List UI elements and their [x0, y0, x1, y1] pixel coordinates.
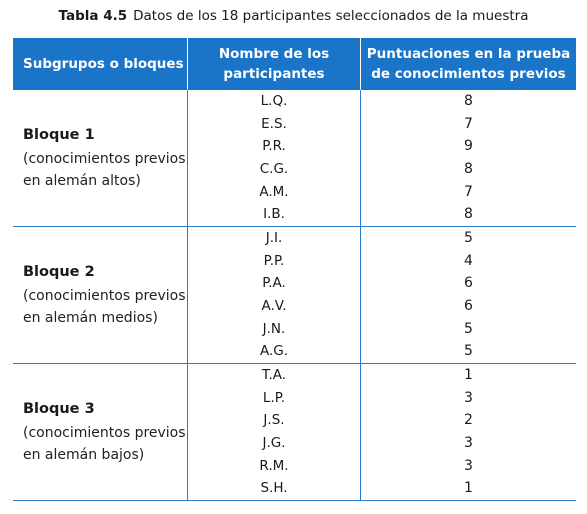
participant-score: 6 — [464, 275, 473, 292]
participant-score: 8 — [464, 160, 473, 177]
block-description: (conocimientos previos en alemán medios) — [23, 287, 186, 326]
block-description: (conocimientos previos en alemán altos) — [23, 150, 186, 189]
participant-name: A.V. — [261, 297, 287, 314]
data-table: Subgrupos o bloques Nombre de los partic… — [13, 38, 576, 501]
participant-score: 3 — [464, 389, 473, 406]
participant-name: E.S. — [261, 115, 287, 132]
participant-name: J.S. — [263, 412, 285, 429]
table-header: Subgrupos o bloques Nombre de los partic… — [13, 38, 576, 90]
participant-score: 4 — [464, 252, 473, 269]
participant-names: T.A. L.P. J.S. J.G. R.M. S.H. — [187, 363, 360, 500]
participant-name: T.A. — [261, 366, 287, 383]
header-scores: Puntuaciones en la prueba de conocimient… — [360, 38, 576, 90]
header-subgroups: Subgrupos o bloques — [23, 56, 184, 72]
participant-score: 9 — [464, 138, 473, 155]
block-description: (conocimientos previos en alemán bajos) — [23, 424, 186, 463]
participant-score: 7 — [464, 115, 473, 132]
participant-name: S.H. — [260, 480, 288, 497]
participant-scores: 5 4 6 6 5 5 — [360, 226, 576, 363]
block-label: Bloque 2 (conocimientos previos en alemán… — [13, 227, 187, 363]
participant-name: L.Q. — [260, 93, 288, 109]
participant-name: J.I. — [265, 229, 283, 246]
participant-score: 7 — [464, 183, 473, 200]
participant-scores: 1 3 2 3 3 1 — [360, 363, 576, 500]
participant-score: 1 — [464, 366, 473, 383]
participant-score: 8 — [464, 206, 473, 223]
participant-name: R.M. — [259, 457, 289, 474]
participant-score: 6 — [464, 297, 473, 314]
block-label: Bloque 1 (conocimientos previos en alemán… — [13, 90, 187, 226]
participant-name: J.N. — [262, 320, 286, 337]
participant-name: L.P. — [262, 389, 286, 406]
participant-name: P.A. — [262, 275, 286, 292]
block-group: Bloque 1 (conocimientos previos en alemán… — [13, 90, 576, 227]
table-title: Datos de los 18 participantes selecciona… — [133, 8, 529, 24]
block-title: Bloque 3 — [23, 400, 95, 417]
participant-score: 1 — [464, 480, 473, 497]
participant-score: 3 — [464, 434, 473, 451]
participant-score: 8 — [464, 93, 473, 109]
participant-names: L.Q. E.S. P.R. C.G. A.M. I.B. — [187, 90, 360, 226]
participant-name: A.M. — [259, 183, 289, 200]
participant-score: 2 — [464, 412, 473, 429]
block-title: Bloque 2 — [23, 263, 95, 280]
participant-score: 5 — [464, 320, 473, 337]
participant-name: P.P. — [263, 252, 285, 269]
table-number: Tabla 4.5 — [58, 8, 128, 24]
participant-name: C.G. — [259, 160, 289, 177]
participant-name: A.G. — [259, 343, 289, 360]
block-title: Bloque 1 — [23, 126, 95, 143]
participant-name: J.G. — [262, 434, 286, 451]
block-group: Bloque 2 (conocimientos previos en alemán… — [13, 226, 576, 364]
table-caption: Tabla 4.5 Datos de los 18 participantes s… — [0, 8, 587, 24]
participant-score: 5 — [464, 229, 473, 246]
block-group: Bloque 3 (conocimientos previos en alemán… — [13, 363, 576, 501]
header-participants: Nombre de los participantes — [187, 38, 360, 90]
participant-score: 3 — [464, 457, 473, 474]
participant-names: J.I. P.P. P.A. A.V. J.N. A.G. — [187, 226, 360, 363]
block-label: Bloque 3 (conocimientos previos en alemán… — [13, 364, 187, 500]
participant-name: P.R. — [262, 138, 286, 155]
participant-score: 5 — [464, 343, 473, 360]
participant-name: I.B. — [263, 206, 285, 223]
table-body: Bloque 1 (conocimientos previos en alemán… — [13, 90, 576, 501]
participant-scores: 8 7 9 8 7 8 — [360, 90, 576, 226]
